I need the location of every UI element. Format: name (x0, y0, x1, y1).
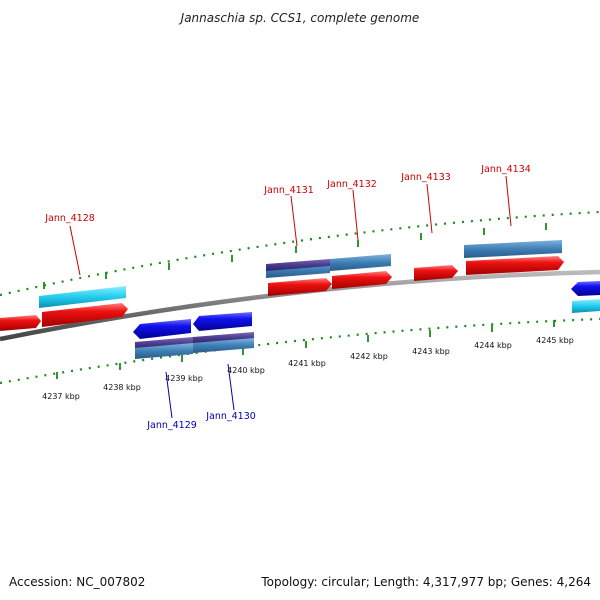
cds-arrow-jann-4129[interactable] (133, 319, 191, 339)
gene-label[interactable]: Jann_4134 (480, 164, 531, 175)
gene-label[interactable]: Jann_4133 (400, 172, 451, 183)
kbp-tick-labels: 4237 kbp 4238 kbp 4239 kbp 4240 kbp 4241… (42, 336, 574, 401)
cds-arrow-left-edge (0, 315, 41, 331)
cds-arrow-jann-4133[interactable] (414, 265, 458, 281)
gene-bar-jann-4129[interactable] (135, 343, 193, 359)
gene-bar-jann-4134[interactable] (464, 240, 562, 258)
reverse-gene-track (135, 332, 254, 359)
genome-summary-text: Topology: circular; Length: 4,317,977 bp… (260, 575, 591, 589)
gene-bar-jann-4131-overlap (266, 259, 330, 271)
tick-label: 4244 kbp (474, 341, 512, 350)
map-title: Jannaschia sp. CCS1, complete genome (179, 11, 420, 25)
tick-label: 4242 kbp (350, 352, 388, 361)
tick-label: 4237 kbp (42, 392, 80, 401)
cds-arrow-jann-4131[interactable] (268, 278, 332, 296)
outer-scale (0, 210, 600, 297)
tick-label: 4238 kbp (103, 383, 141, 392)
gene-label[interactable]: Jann_4129 (146, 420, 197, 431)
reverse-cds-track (133, 281, 600, 339)
cds-arrow-jann-4134[interactable] (466, 256, 564, 275)
cds-arrow-jann-4128[interactable] (42, 303, 128, 327)
gene-label[interactable]: Jann_4131 (263, 185, 314, 196)
gene-bar-jann-4132[interactable] (330, 254, 391, 271)
gene-bar-jann-4130[interactable] (193, 338, 254, 353)
accession-text: Accession: NC_007802 (9, 575, 145, 589)
gene-label[interactable]: Jann_4130 (205, 411, 256, 422)
cds-arrow-jann-4132[interactable] (332, 271, 392, 289)
gene-label[interactable]: Jann_4128 (44, 213, 95, 224)
label-leaders (69, 175, 512, 419)
gene-bar-jann-4128[interactable] (39, 286, 126, 308)
forward-cds-track (0, 256, 564, 331)
forward-gene-labels: Jann_4128 Jann_4131 Jann_4132 Jann_4133 … (44, 164, 531, 224)
tick-label: 4243 kbp (412, 347, 450, 356)
gene-label[interactable]: Jann_4132 (326, 179, 377, 190)
cds-arrow-right-edge (571, 281, 600, 296)
tick-label: 4240 kbp (227, 366, 265, 375)
reverse-gene-labels: Jann_4129 Jann_4130 (146, 411, 256, 431)
gene-bar-right-edge (572, 299, 600, 313)
inner-scale (0, 317, 600, 385)
tick-label: 4239 kbp (165, 374, 203, 383)
tick-label: 4245 kbp (536, 336, 574, 345)
cds-arrow-jann-4130[interactable] (193, 312, 252, 331)
gene-bar-jann-4130-overlap (193, 332, 254, 344)
forward-gene-track (39, 240, 600, 313)
tick-label: 4241 kbp (288, 359, 326, 368)
